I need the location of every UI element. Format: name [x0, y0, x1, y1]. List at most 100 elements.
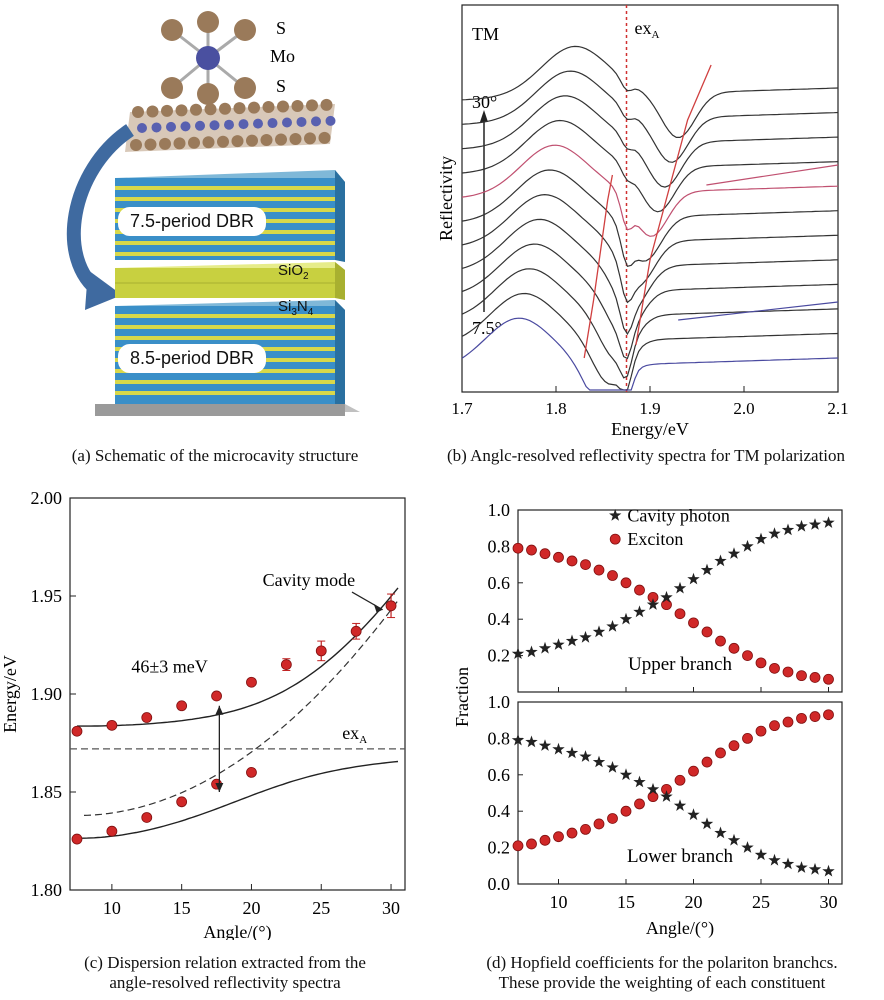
photon-point: [795, 519, 808, 532]
photon-point: [795, 861, 808, 873]
exciton-point: [607, 813, 618, 824]
data-point: [315, 645, 327, 657]
y-tick-label: 0.2: [488, 838, 511, 858]
exciton-point: [634, 584, 645, 596]
lower-polariton-fit: [76, 760, 399, 839]
x-tick-label: 20: [685, 892, 703, 912]
photon-point: [781, 523, 795, 536]
photon-point: [606, 620, 619, 632]
photon-point: [633, 605, 646, 618]
data-point: [141, 712, 153, 723]
panel-d-chart: 0.2 0.4 0.6 0.8 1.0 Upper branch Cavity photon…: [452, 500, 843, 939]
y-tick-label: 0.4: [488, 801, 511, 821]
x-tick-label: 25: [312, 898, 330, 918]
molybdenum-atom: [296, 116, 307, 127]
transfer-arrow: [66, 124, 135, 298]
sulfur-atom: [219, 102, 231, 115]
exciton-point: [512, 840, 524, 852]
sulfur-atom: [304, 132, 316, 145]
photon-point: [525, 645, 538, 658]
exciton-point: [715, 635, 726, 647]
photon-point: [525, 735, 538, 748]
panel-a: S Mo S: [60, 0, 390, 430]
y-tick-label: 1.0: [488, 500, 511, 520]
molybdenum-atom: [325, 115, 336, 126]
exciton-point: [796, 670, 807, 682]
cavity-mode-curve: [83, 600, 399, 816]
exciton-point: [674, 608, 686, 620]
caption-b: (b) Anglc-resolved reflectivity spectra …: [446, 446, 846, 465]
sulfur-atom: [204, 103, 217, 116]
exciton-point: [715, 747, 726, 759]
exciton-point: [647, 791, 659, 803]
photon-point: [538, 641, 552, 654]
photon-point: [619, 768, 633, 781]
reflectivity-spectrum: [461, 292, 839, 391]
plot-frame: [517, 701, 843, 885]
exciton-point: [742, 650, 753, 662]
reflectivity-spectrum: [461, 119, 839, 213]
y-tick-label: 0.6: [488, 765, 511, 785]
x-tick-label: 30: [820, 892, 838, 912]
dbr-bottom-layer: [115, 380, 335, 384]
cavity-pointer-head: [373, 603, 383, 613]
reflectivity-spectrum: [461, 193, 839, 304]
photon-point: [592, 625, 606, 638]
reflectivity-spectrum: [461, 169, 839, 268]
x-tick-label: 15: [617, 892, 635, 912]
data-point: [141, 812, 153, 823]
exciton-point: [593, 564, 605, 576]
exciton-point: [769, 662, 780, 674]
sio2-label: SiO2: [278, 262, 309, 282]
photon-point: [714, 826, 727, 839]
rabi-arrowhead-down: [215, 783, 224, 792]
sulfur-atom: [132, 106, 144, 118]
photon-point: [741, 539, 754, 552]
sulfur-atom: [144, 138, 157, 151]
rabi-arrowhead-up: [215, 705, 224, 715]
exciton-point: [526, 838, 537, 850]
exciton-point: [823, 709, 834, 721]
caption-c-line1: (c) Dispersion relation extracted from t…: [84, 953, 366, 972]
exciton-point: [566, 827, 578, 839]
caption-c-line2: angle-resolved reflectivity spectra: [109, 973, 341, 992]
reflectivity-spectrum: [461, 144, 839, 237]
photon-point: [714, 554, 727, 567]
sulfur-atom: [291, 99, 304, 112]
exciton-point: [512, 542, 524, 554]
photon-point: [579, 630, 592, 643]
atom-label-s-top: S: [276, 18, 286, 38]
exciton-point: [526, 544, 537, 556]
photon-point: [565, 746, 579, 759]
exciton-point: [539, 834, 551, 846]
exciton-label: exA: [635, 18, 660, 41]
y-tick-label: 2.00: [31, 488, 63, 508]
sulfur-atom: [275, 133, 287, 146]
data-point: [385, 600, 397, 612]
y-tick-label: 0.2: [488, 646, 511, 666]
cavity-layers: [115, 262, 345, 300]
x-axis-label: Angle/(°): [203, 922, 271, 940]
sulfur-atom: [306, 99, 318, 112]
exciton-point: [796, 712, 807, 724]
exciton-point: [607, 570, 618, 581]
photon-point: [741, 841, 754, 853]
exciton-label: exA: [342, 723, 367, 746]
x-tick-label: 2.1: [827, 399, 848, 418]
exciton-point: [620, 577, 632, 589]
photon-point: [673, 581, 687, 594]
photon-point: [822, 864, 835, 877]
sulfur-atom: [277, 100, 289, 113]
molybdenum-atom: [311, 116, 321, 127]
x-tick-label: 20: [242, 898, 260, 918]
molybdenum-atom: [137, 123, 147, 133]
reflectivity-spectrum: [461, 317, 839, 391]
reflectivity-spectrum: [461, 95, 839, 188]
photon-point: [538, 739, 552, 751]
sulfur-atom: [188, 136, 200, 149]
photon-point: [511, 647, 525, 659]
dbr-bottom-layer: [115, 336, 335, 340]
exciton-point: [809, 711, 821, 722]
data-point: [106, 825, 118, 837]
upper-branch-guide: [635, 64, 712, 346]
